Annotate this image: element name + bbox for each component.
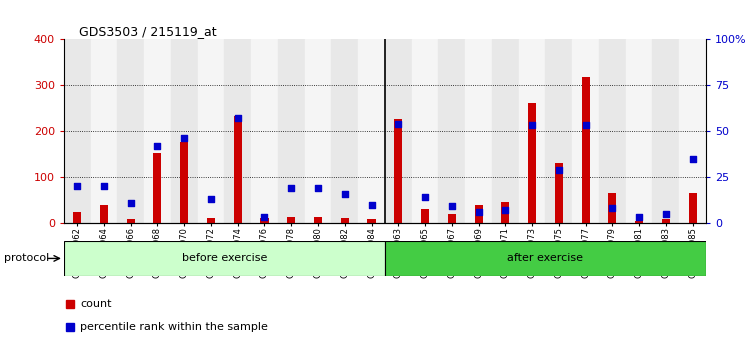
Text: before exercise: before exercise <box>182 253 267 263</box>
Bar <box>117 39 144 223</box>
Bar <box>367 219 376 223</box>
Bar <box>421 209 429 223</box>
Point <box>98 183 110 189</box>
Point <box>553 167 565 172</box>
Bar <box>64 241 385 276</box>
Bar <box>127 219 134 223</box>
Bar <box>501 202 509 223</box>
Point <box>580 122 592 128</box>
Bar <box>626 39 653 223</box>
Bar <box>278 39 305 223</box>
Bar <box>465 39 492 223</box>
Bar <box>394 120 403 223</box>
Bar <box>572 39 599 223</box>
Bar <box>519 39 545 223</box>
Bar <box>198 39 225 223</box>
Point <box>205 196 217 202</box>
Bar <box>171 39 198 223</box>
Point <box>285 185 297 191</box>
Point <box>472 209 484 215</box>
Point <box>633 215 645 220</box>
Bar <box>180 143 189 223</box>
Bar <box>528 103 536 223</box>
Bar <box>662 219 670 223</box>
Point <box>125 200 137 206</box>
Bar <box>305 39 331 223</box>
Text: after exercise: after exercise <box>508 253 584 263</box>
Bar <box>635 221 643 223</box>
Bar <box>331 39 358 223</box>
Point <box>152 143 164 149</box>
Bar <box>225 39 251 223</box>
Bar <box>64 39 91 223</box>
Point <box>232 115 244 121</box>
Point <box>258 215 270 220</box>
Bar <box>358 39 385 223</box>
Bar <box>412 39 439 223</box>
Bar <box>341 218 348 223</box>
Bar <box>448 214 456 223</box>
Bar <box>144 39 170 223</box>
Bar <box>287 217 295 223</box>
Bar <box>91 39 117 223</box>
Point <box>366 202 378 207</box>
Bar <box>73 212 81 223</box>
Bar <box>581 77 590 223</box>
Bar <box>608 193 617 223</box>
Bar <box>251 39 278 223</box>
Bar <box>679 39 706 223</box>
Point <box>419 194 431 200</box>
Bar <box>385 241 706 276</box>
Point <box>178 136 190 141</box>
Text: percentile rank within the sample: percentile rank within the sample <box>80 322 268 332</box>
Point <box>660 211 672 217</box>
Bar <box>261 218 269 223</box>
Bar <box>555 163 562 223</box>
Point <box>312 185 324 191</box>
Bar <box>234 116 242 223</box>
Bar <box>475 205 483 223</box>
Text: GDS3503 / 215119_at: GDS3503 / 215119_at <box>79 25 216 38</box>
Bar <box>439 39 465 223</box>
Point <box>499 207 511 213</box>
Bar <box>207 218 215 223</box>
Bar <box>545 39 572 223</box>
Point <box>446 204 458 209</box>
Text: count: count <box>80 299 111 309</box>
Bar <box>385 39 412 223</box>
Point <box>526 122 538 128</box>
Text: protocol: protocol <box>4 253 49 263</box>
Bar <box>492 39 519 223</box>
Point <box>606 205 618 211</box>
Bar <box>100 205 108 223</box>
Bar <box>653 39 679 223</box>
Bar <box>689 193 697 223</box>
Bar <box>314 217 322 223</box>
Bar <box>599 39 626 223</box>
Point <box>339 191 351 196</box>
Point <box>392 121 404 126</box>
Point <box>71 183 83 189</box>
Point <box>686 156 698 161</box>
Bar <box>153 153 161 223</box>
